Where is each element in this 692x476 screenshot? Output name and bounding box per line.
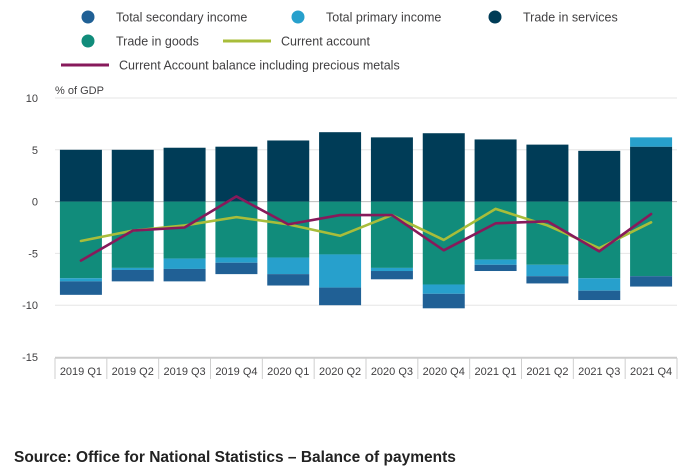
legend-label: Total secondary income — [116, 11, 247, 25]
legend-label: Trade in goods — [116, 35, 199, 49]
line-current-account — [79, 207, 653, 250]
bar-trade-in-services — [630, 146, 673, 202]
bar-trade-in-goods — [267, 201, 310, 258]
x-tick-label: 2020 Q4 — [423, 366, 465, 378]
bar-trade-in-services — [215, 146, 258, 202]
bar-trade-in-services — [59, 149, 102, 202]
bar-total-primary-income — [422, 284, 465, 294]
y-tick-label: -15 — [22, 352, 38, 364]
bar-total-primary-income — [578, 278, 621, 291]
bar-trade-in-goods — [370, 201, 413, 268]
bar-total-primary-income — [319, 254, 362, 288]
legend: Total secondary income Total primary inco… — [61, 10, 618, 73]
x-tick-label: 2021 Q1 — [474, 366, 516, 378]
source-note: Source: Office for National Statistics –… — [14, 449, 456, 466]
x-tick-label: 2019 Q2 — [112, 366, 154, 378]
bar-trade-in-goods — [163, 201, 206, 259]
x-tick-label: 2019 Q3 — [163, 366, 205, 378]
bar-total-primary-income — [630, 137, 673, 147]
lines — [79, 195, 653, 262]
bar-total-secondary-income — [578, 290, 621, 301]
bar-trade-in-goods — [215, 201, 258, 258]
x-tick-label: 2020 Q1 — [267, 366, 309, 378]
bar-trade-in-services — [422, 133, 465, 202]
grid — [55, 97, 677, 358]
bar-total-primary-income — [111, 267, 154, 270]
legend-label: Current Account balance including precio… — [119, 59, 400, 73]
bar-trade-in-services — [267, 140, 310, 202]
bar-total-primary-income — [163, 258, 206, 269]
bar-total-primary-income — [59, 278, 102, 282]
legend-label: Total primary income — [326, 11, 441, 25]
x-tick-label: 2021 Q3 — [578, 366, 620, 378]
legend-swatch — [291, 10, 305, 24]
bars — [59, 132, 673, 309]
legend-label: Trade in services — [523, 11, 618, 25]
bar-total-primary-income — [215, 257, 258, 263]
bar-trade-in-services — [578, 150, 621, 202]
bar-total-secondary-income — [370, 271, 413, 280]
bar-trade-in-services — [526, 144, 569, 202]
bar-total-secondary-income — [267, 274, 310, 286]
bar-total-secondary-income — [163, 268, 206, 282]
legend-swatch — [488, 10, 502, 24]
y-tick-label: -10 — [22, 300, 38, 312]
y-axis-unit-label: % of GDP — [55, 85, 104, 97]
bar-total-primary-income — [526, 264, 569, 277]
x-tick-label: 2021 Q4 — [630, 366, 672, 378]
bar-total-primary-income — [370, 267, 413, 272]
bar-total-secondary-income — [630, 276, 673, 287]
bar-total-secondary-income — [59, 281, 102, 295]
bar-trade-in-goods — [111, 201, 154, 268]
line-current-account-balance-including-precious-metals — [79, 195, 653, 262]
x-tick-label: 2020 Q2 — [319, 366, 361, 378]
bar-total-secondary-income — [215, 262, 258, 275]
y-tick-label: -5 — [28, 248, 38, 260]
bar-trade-in-goods — [319, 201, 362, 255]
bar-total-primary-income — [267, 257, 310, 275]
x-tick-label: 2021 Q2 — [526, 366, 568, 378]
bar-total-secondary-income — [319, 287, 362, 306]
x-tick-label: 2020 Q3 — [371, 366, 413, 378]
y-axis: 10 5 0 -5 -10 -15 — [22, 93, 38, 364]
y-tick-label: 10 — [26, 93, 38, 105]
x-tick-label: 2019 Q1 — [60, 366, 102, 378]
x-axis: 2019 Q1 2019 Q2 2019 Q3 2019 Q4 2020 Q1 2020 … — [54, 357, 678, 379]
chart: Total secondary income Total primary inco… — [22, 10, 678, 379]
bar-trade-in-goods — [526, 201, 569, 265]
bar-total-secondary-income — [111, 269, 154, 282]
bar-trade-in-services — [163, 147, 206, 202]
legend-swatch — [81, 34, 95, 48]
x-tick-label: 2019 Q4 — [215, 366, 257, 378]
legend-swatch — [81, 10, 95, 24]
y-tick-label: 5 — [32, 145, 38, 157]
y-tick-label: 0 — [32, 197, 38, 209]
bar-total-secondary-income — [526, 276, 569, 284]
legend-label: Current account — [281, 35, 370, 49]
bar-total-secondary-income — [474, 264, 517, 272]
bar-trade-in-services — [319, 132, 362, 202]
bar-trade-in-services — [111, 149, 154, 202]
bar-trade-in-services — [370, 137, 413, 202]
bar-total-primary-income — [474, 259, 517, 265]
bar-trade-in-services — [474, 139, 517, 202]
bar-total-secondary-income — [422, 293, 465, 309]
